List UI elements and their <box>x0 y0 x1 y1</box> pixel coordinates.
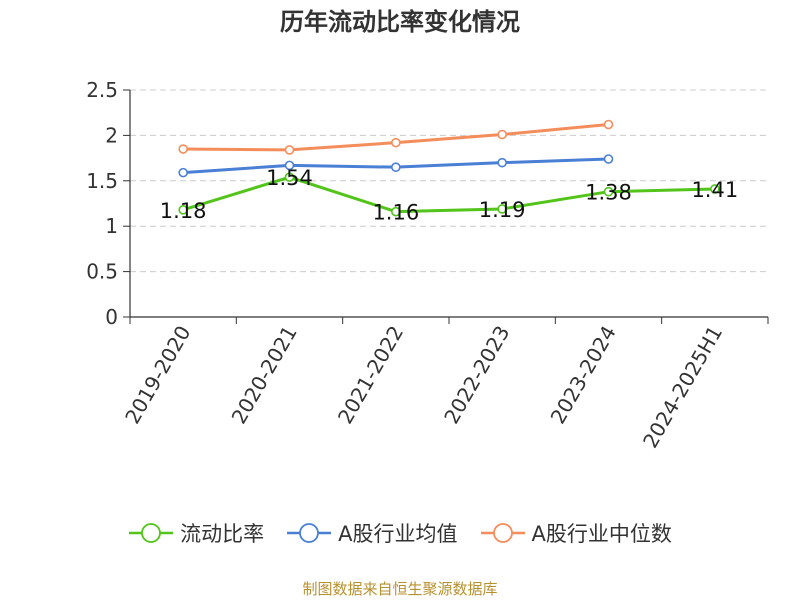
legend-swatch-icon <box>129 523 174 543</box>
data-point <box>497 129 507 140</box>
data-point <box>603 119 614 130</box>
y-tick-label: 2 <box>105 123 118 147</box>
data-point <box>284 160 295 171</box>
legend-swatch-marker <box>141 523 162 543</box>
data-point <box>603 154 614 164</box>
data-label: 1.41 <box>691 178 738 202</box>
legend-label: A股行业中位数 <box>531 522 672 546</box>
y-tick-label: 1 <box>105 214 118 238</box>
data-point <box>603 186 614 197</box>
data-point <box>391 137 401 148</box>
legend-swatch-icon <box>480 523 525 543</box>
data-label: 1.19 <box>479 198 526 222</box>
series-layer <box>178 119 720 217</box>
data-label-layer: 1.18 1.54 1.16 1.19 1.38 1.41 <box>160 166 738 225</box>
axis-layer: 0 0.5 1 1.5 2 2.5 2019-2020 2020-2021 2021-2022 2… <box>86 78 769 452</box>
data-label: 1.16 <box>372 201 419 225</box>
legend-swatch-marker <box>299 523 320 543</box>
x-tick-label: 2024-2025H1 <box>638 322 727 452</box>
data-point <box>497 157 507 168</box>
legend-label: A股行业均值 <box>338 522 458 546</box>
grid-layer <box>130 89 768 273</box>
legend-item[interactable]: 流动比率 <box>128 518 264 548</box>
x-tick-label: 2023-2024 <box>546 322 621 428</box>
x-tick-label: 2022-2023 <box>439 321 514 427</box>
legend: 流动比率 A股行业均值 A股行业中位数 <box>0 518 800 548</box>
data-point <box>178 167 188 178</box>
x-tick-label: 2020-2021 <box>227 322 302 428</box>
data-point <box>178 144 188 154</box>
x-tick-label: 2021-2022 <box>333 322 408 428</box>
data-point <box>710 184 720 194</box>
legend-swatch-marker <box>492 523 513 543</box>
y-tick-label: 0 <box>105 305 118 329</box>
y-tick-label: 0.5 <box>86 260 118 284</box>
data-source-note: 制图数据来自恒生聚源数据库 <box>302 580 498 598</box>
data-point <box>391 162 401 172</box>
data-point <box>497 204 507 214</box>
series-line <box>182 175 715 214</box>
legend-item[interactable]: A股行业中位数 <box>480 518 672 548</box>
legend-item[interactable]: A股行业均值 <box>286 518 458 548</box>
y-tick-label: 2.5 <box>86 78 118 102</box>
y-tick-label: 1.5 <box>86 169 118 193</box>
legend-label: 流动比率 <box>180 522 265 546</box>
data-label: 1.54 <box>266 166 313 190</box>
data-point <box>284 145 295 155</box>
legend-swatch-icon <box>287 523 332 543</box>
x-tick-label: 2019-2020 <box>120 322 195 428</box>
data-point <box>178 205 188 215</box>
data-label: 1.38 <box>585 181 632 205</box>
data-label: 1.18 <box>160 199 207 223</box>
data-point <box>391 206 401 217</box>
data-point <box>284 172 295 182</box>
chart-title: 历年流动比率变化情况 <box>280 8 520 36</box>
